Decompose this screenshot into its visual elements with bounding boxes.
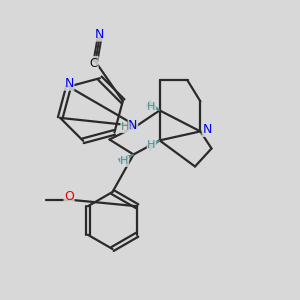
Text: H: H (120, 156, 129, 167)
Text: N: N (95, 28, 104, 41)
Polygon shape (119, 154, 134, 164)
Polygon shape (147, 140, 160, 150)
Text: H: H (147, 140, 156, 150)
Polygon shape (147, 101, 160, 110)
Text: N: N (202, 123, 212, 136)
Text: N: N (128, 119, 138, 132)
Text: H: H (147, 101, 156, 112)
Text: O: O (64, 190, 74, 203)
Text: C: C (90, 56, 98, 70)
Text: H: H (121, 122, 129, 133)
Text: N: N (64, 77, 74, 90)
